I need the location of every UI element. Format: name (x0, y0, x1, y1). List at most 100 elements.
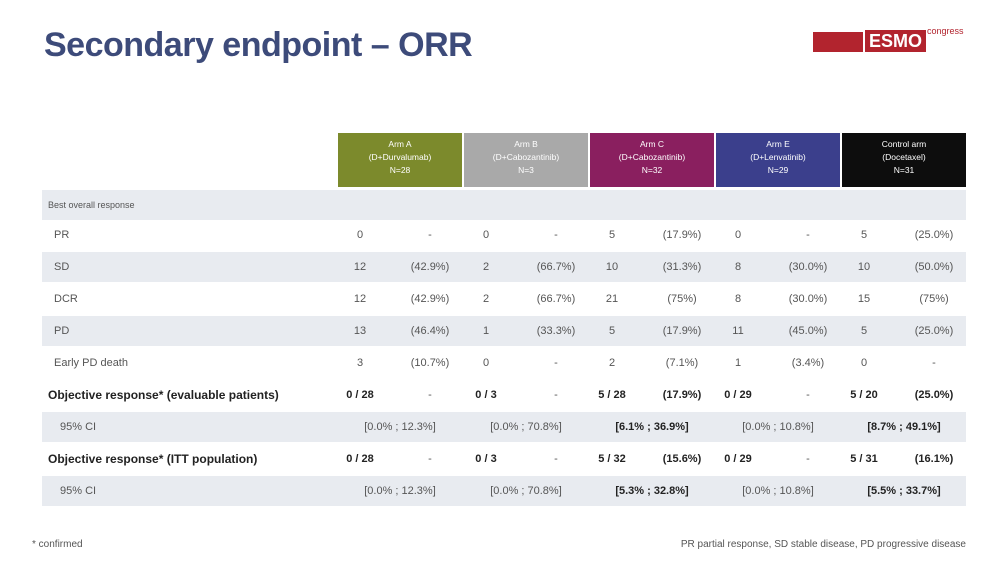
value-count: 2 (482, 293, 490, 305)
value-count: 0 / 29 (724, 453, 752, 465)
table-row: PD 13 (46.4%) 1 (33.3%) 5 (17.9%) 11 (45.0%) 5 (25… (42, 316, 966, 346)
value-percent: (42.9%) (410, 261, 450, 273)
value-percent: (33.3%) (536, 325, 576, 337)
arm-header-line3: N=3 (518, 165, 534, 175)
arm-header-line1: Arm C (639, 139, 665, 149)
value-count: 0 (356, 229, 364, 241)
value-count: 1 (482, 325, 490, 337)
value-count: 2 (482, 261, 490, 273)
value-percent: (30.0%) (788, 261, 828, 273)
orr-label: Objective response* (evaluable patients) (48, 388, 279, 402)
arm-header: Arm E (D+Lenvatinib) N=29 (716, 133, 840, 187)
esmo-logo: ESMO congress (813, 26, 964, 52)
ci-value: [8.7% ; 49.1%] (867, 421, 941, 433)
arm-header-line3: N=32 (641, 165, 663, 175)
table-row: Best overall response (42, 190, 966, 220)
value-percent: (46.4%) (410, 325, 450, 337)
value-percent: (66.7%) (536, 293, 576, 305)
value-percent: (17.9%) (662, 389, 702, 401)
value-count: 0 (482, 229, 490, 241)
value-count: 10 (857, 261, 871, 273)
value-percent: - (428, 389, 432, 401)
value-count: 0 / 3 (475, 453, 497, 465)
arm-header: Control arm (Docetaxel) N=31 (842, 133, 966, 187)
table-row: 95% CI [0.0% ; 12.3%] [0.0% ; 70.8%] [5.3% … (42, 476, 966, 506)
table-row: Objective response* (evaluable patients)… (42, 380, 966, 410)
arm-header-line1: Arm E (766, 139, 790, 149)
value-count: 0 (734, 229, 742, 241)
arm-header-line1: Arm A (388, 139, 412, 149)
value-percent: - (806, 229, 810, 241)
row-label: PD (54, 325, 70, 337)
value-count: 12 (353, 261, 367, 273)
arm-header-line2: (Docetaxel) (882, 152, 926, 162)
value-percent: - (554, 229, 558, 241)
arm-header-line2: (D+Lenvatinib) (750, 152, 806, 162)
ci-value: [6.1% ; 36.9%] (615, 421, 689, 433)
footnote-confirmed: * confirmed (32, 539, 83, 550)
value-count: 5 (608, 229, 616, 241)
value-percent: - (428, 229, 432, 241)
value-percent: - (806, 389, 810, 401)
value-percent: (50.0%) (914, 261, 954, 273)
footnote-abbreviations: PR partial response, SD stable disease, … (680, 539, 966, 550)
arm-header: Arm B (D+Cabozantinib) N=3 (464, 133, 588, 187)
value-percent: - (554, 453, 558, 465)
value-count: 5 / 28 (598, 389, 626, 401)
value-count: 5 / 31 (850, 453, 878, 465)
value-count: 15 (857, 293, 871, 305)
ci-value: [0.0% ; 12.3%] (364, 421, 436, 433)
table-row: Early PD death 3 (10.7%) 0 - 2 (7.1%) 1 (3.4%) 0 - (42, 348, 966, 378)
value-count: 10 (605, 261, 619, 273)
congress-badge (813, 32, 863, 52)
value-percent: (45.0%) (788, 325, 828, 337)
value-count: 0 (482, 357, 490, 369)
row-label: SD (54, 261, 70, 273)
value-percent: - (554, 389, 558, 401)
ci-value: [0.0% ; 10.8%] (742, 421, 814, 433)
value-count: 3 (356, 357, 364, 369)
value-count: 21 (605, 293, 619, 305)
value-percent: (25.0%) (914, 229, 954, 241)
value-count: 5 (860, 325, 868, 337)
value-count: 1 (734, 357, 742, 369)
arm-header-line2: (D+Cabozantinib) (492, 152, 560, 162)
value-percent: (17.9%) (662, 229, 702, 241)
section-label: Best overall response (48, 200, 135, 210)
value-count: 0 / 3 (475, 389, 497, 401)
ci-value: [0.0% ; 70.8%] (490, 421, 562, 433)
value-percent: (31.3%) (662, 261, 702, 273)
value-percent: (75%) (667, 293, 697, 305)
value-percent: (3.4%) (791, 357, 825, 369)
value-percent: - (554, 357, 558, 369)
value-percent: (15.6%) (662, 453, 702, 465)
arm-header-line1: Control arm (881, 139, 927, 149)
value-percent: - (428, 453, 432, 465)
ci-value: [5.5% ; 33.7%] (867, 485, 941, 497)
value-count: 2 (608, 357, 616, 369)
congress-label: congress (927, 26, 964, 36)
table-row: SD 12 (42.9%) 2 (66.7%) 10 (31.3%) 8 (30.0%) 10 (5… (42, 252, 966, 282)
value-count: 5 (860, 229, 868, 241)
value-percent: (17.9%) (662, 325, 702, 337)
ci-value: [0.0% ; 12.3%] (364, 485, 436, 497)
table-row: Objective response* (ITT population) 0 / … (42, 444, 966, 474)
row-label: Early PD death (54, 357, 128, 369)
ci-value: [0.0% ; 70.8%] (490, 485, 562, 497)
arm-header-line3: N=28 (389, 165, 411, 175)
value-percent: (66.7%) (536, 261, 576, 273)
value-count: 0 / 28 (346, 453, 374, 465)
value-count: 8 (734, 261, 742, 273)
value-percent: (25.0%) (914, 389, 954, 401)
value-percent: (75%) (919, 293, 949, 305)
orr-label: Objective response* (ITT population) (48, 452, 258, 466)
table-row: DCR 12 (42.9%) 2 (66.7%) 21 (75%) 8 (30.0%) 15 (75… (42, 284, 966, 314)
value-percent: - (806, 453, 810, 465)
value-percent: - (932, 357, 936, 369)
row-label: DCR (54, 293, 78, 305)
arm-header-line1: Arm B (514, 139, 538, 149)
value-percent: (10.7%) (410, 357, 450, 369)
value-count: 5 (608, 325, 616, 337)
value-count: 5 / 32 (598, 453, 626, 465)
value-count: 0 / 28 (346, 389, 374, 401)
